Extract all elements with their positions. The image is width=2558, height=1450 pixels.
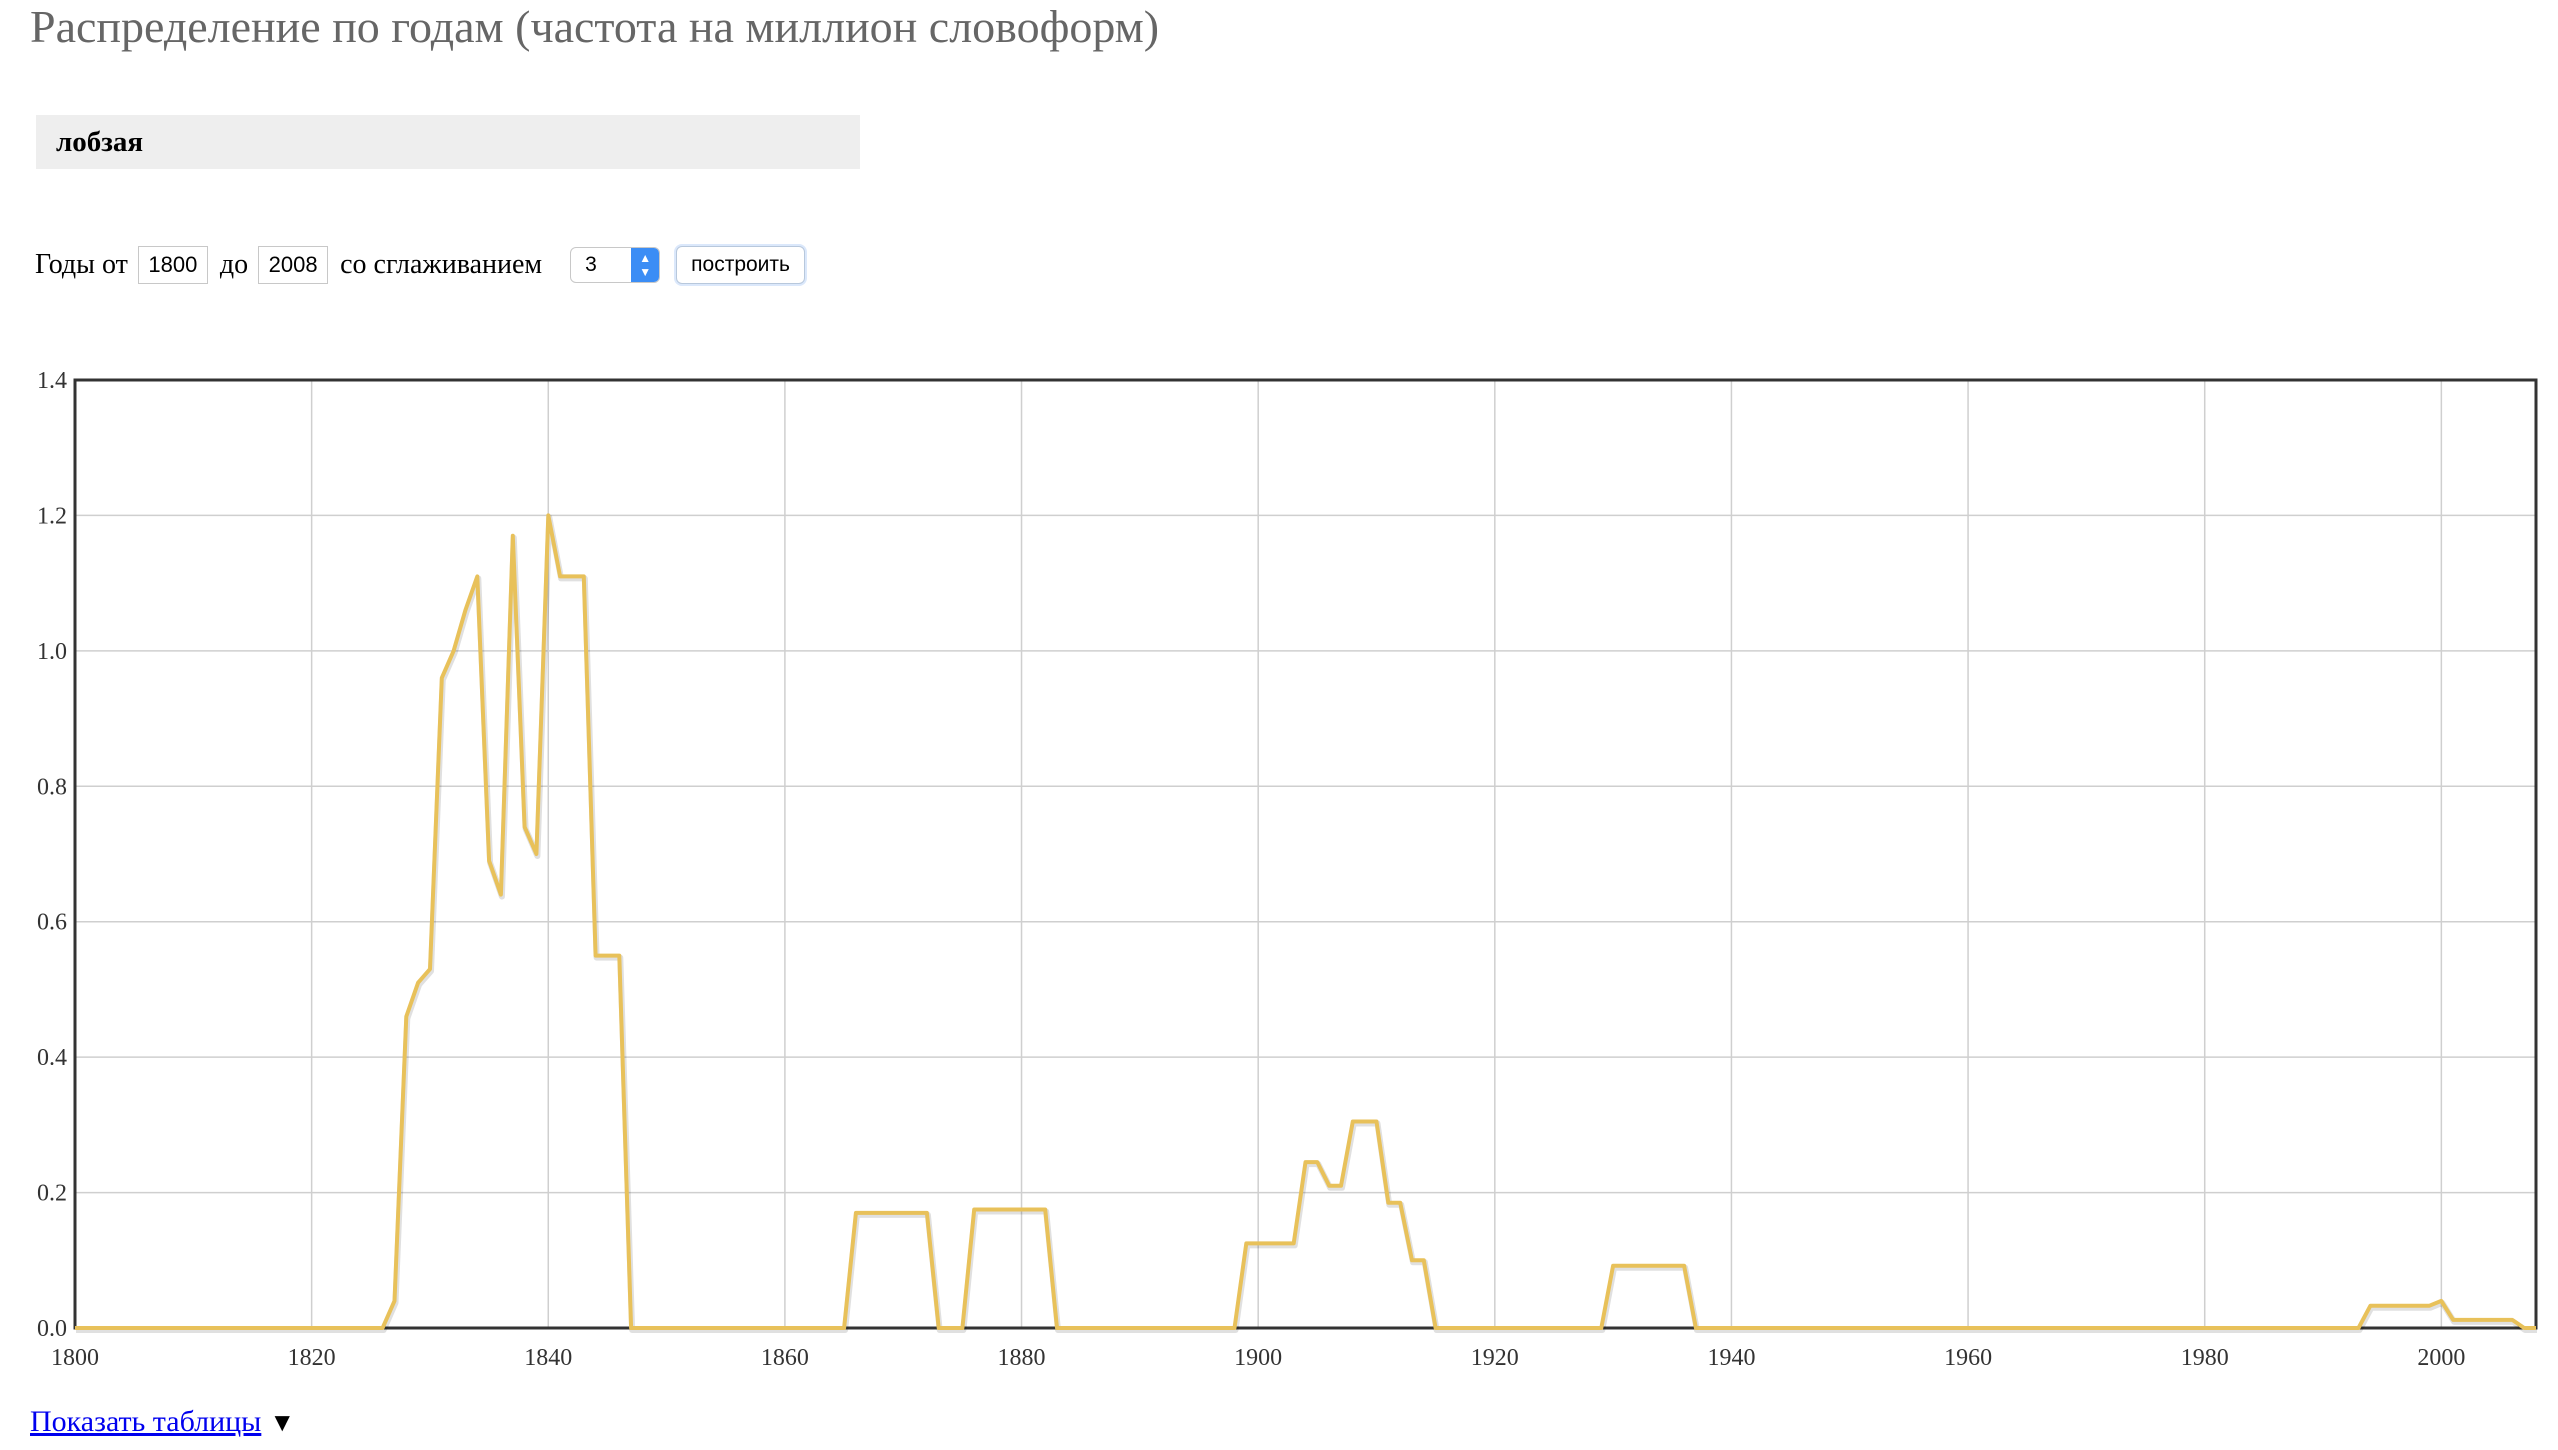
select-arrows-icon: ▲ ▼ <box>631 248 660 282</box>
y-tick-label: 1.4 <box>37 368 67 394</box>
x-tick-label: 1840 <box>524 1345 572 1371</box>
x-tick-label: 1980 <box>2181 1345 2229 1371</box>
y-tick-label: 0.4 <box>37 1045 67 1071</box>
from-year-input[interactable] <box>137 246 208 284</box>
build-button[interactable]: построить <box>676 246 805 284</box>
x-tick-label: 1820 <box>288 1345 336 1371</box>
y-tick-label: 1.2 <box>37 503 67 529</box>
smoothing-label: со сглаживанием <box>340 249 543 280</box>
x-tick-label: 1920 <box>1471 1345 1519 1371</box>
y-tick-label: 0.8 <box>37 774 67 800</box>
x-tick-label: 1880 <box>998 1345 1046 1371</box>
smoothing-select[interactable]: 3 ▲ ▼ <box>570 247 661 283</box>
smoothing-value: 3 <box>585 253 597 276</box>
y-tick-label: 0.2 <box>37 1181 67 1207</box>
y-tick-label: 1.0 <box>37 639 67 665</box>
y-tick-label: 0.6 <box>37 910 67 936</box>
year-range-controls: Годы от до со сглаживанием 3 ▲▼ построит… <box>35 245 805 285</box>
plot-frame <box>73 378 2538 1330</box>
x-tick-label: 1860 <box>761 1345 809 1371</box>
x-tick-label: 1900 <box>1234 1345 1282 1371</box>
to-year-input[interactable] <box>258 246 329 284</box>
frequency-chart: 0.0 0.2 0.4 0.6 0.8 1.0 1.2 1.4 1800 1820 1840 1860… <box>37 368 2538 1371</box>
x-tick-label: 2000 <box>2417 1345 2465 1371</box>
show-tables-link[interactable]: Показать таблицы <box>30 1405 262 1438</box>
to-year-label: до <box>219 249 249 280</box>
x-tick-label: 1960 <box>1944 1345 1992 1371</box>
triangle-down-icon[interactable]: ▼ <box>269 1408 296 1437</box>
x-tick-label: 1940 <box>1707 1345 1755 1371</box>
query-word: лобзая <box>56 125 144 158</box>
query-word-panel: лобзая <box>36 115 860 169</box>
series-line <box>75 513 2536 1330</box>
series-line-shadow <box>76 514 2537 1333</box>
from-year-label: Годы от <box>35 249 128 280</box>
y-tick-label: 0.0 <box>37 1316 67 1342</box>
x-tick-label: 1800 <box>51 1345 99 1371</box>
page-title: Распределение по годам (частота на милли… <box>30 1 1160 52</box>
show-tables-toggle[interactable]: Показать таблицы ▼ <box>30 1405 295 1439</box>
